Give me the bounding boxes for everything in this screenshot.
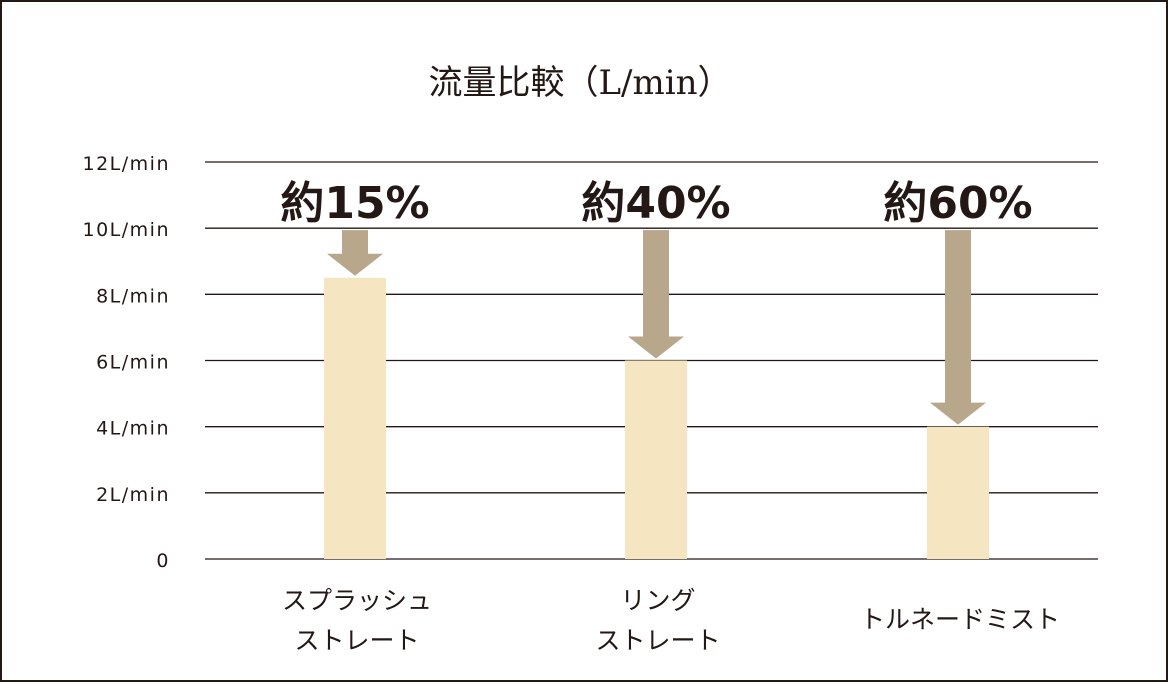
y-tick-label: 8L/min [96, 285, 170, 307]
down-arrow-icon [930, 230, 986, 425]
category-label: ストレート [294, 626, 419, 655]
bar [324, 277, 386, 559]
reduction-label: 約60% [883, 178, 1032, 229]
category-label: スプラッシュ [282, 586, 432, 615]
bar-layer [324, 277, 989, 559]
chart-title: 流量比較（L/min） [428, 63, 731, 103]
down-arrow-icon [327, 230, 383, 276]
bar [927, 426, 989, 559]
reduction-label: 約15% [280, 178, 429, 229]
y-tick-label: 4L/min [96, 418, 170, 440]
category-label: リング [620, 586, 695, 615]
arrow-layer [327, 230, 986, 425]
category-label: ストレート [595, 626, 720, 655]
down-arrow-icon [628, 230, 684, 359]
reduction-label: 約40% [581, 178, 730, 229]
bar [625, 360, 687, 559]
y-tick-label: 12L/min [83, 153, 171, 175]
y-tick-label: 2L/min [96, 484, 170, 506]
y-tick-label: 0 [156, 550, 170, 572]
y-tick-label: 6L/min [96, 352, 170, 374]
y-tick-label: 10L/min [83, 219, 171, 241]
category-label: トルネードミスト [860, 605, 1060, 634]
